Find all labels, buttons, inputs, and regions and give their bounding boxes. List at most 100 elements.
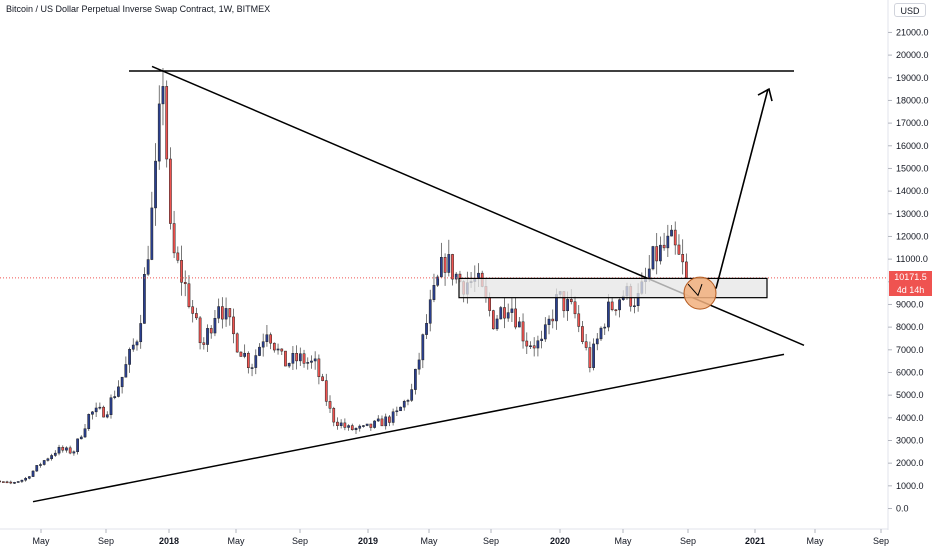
candle-body <box>313 358 317 362</box>
y-tick-label: 12000.0 <box>896 231 929 241</box>
candle-body <box>681 254 685 263</box>
candle-body <box>165 86 169 160</box>
candle-body <box>417 359 421 370</box>
candle-body <box>150 207 154 260</box>
x-tick-label: May <box>227 536 245 546</box>
candle-body <box>87 414 91 429</box>
y-tick-label: 16000.0 <box>896 141 929 151</box>
candle-body <box>551 318 555 322</box>
y-tick-label: 17000.0 <box>896 118 929 128</box>
candle-body <box>406 400 410 402</box>
y-tick-label: 21000.0 <box>896 27 929 37</box>
candle-body <box>547 318 551 325</box>
candle-body <box>16 481 20 483</box>
candle-body <box>610 301 614 311</box>
candle-body <box>79 436 83 440</box>
candle-body <box>228 308 232 318</box>
candle-body <box>258 346 261 356</box>
candle-body <box>224 308 228 320</box>
candle-body <box>102 406 105 418</box>
candle-body <box>57 446 61 454</box>
x-tick-label: Sep <box>680 536 696 546</box>
candle-body <box>543 324 547 340</box>
candle-body <box>595 338 599 345</box>
x-tick-label: 2018 <box>159 536 179 546</box>
candle-body <box>503 307 506 319</box>
candle-body <box>362 425 365 427</box>
candle-body <box>388 416 391 423</box>
candle-body <box>291 353 295 364</box>
candle-body <box>143 274 146 324</box>
candle-body <box>120 376 124 388</box>
candle-body <box>180 260 183 283</box>
candle-body <box>13 482 16 484</box>
candle-body <box>569 299 573 303</box>
candle-body <box>618 299 621 311</box>
candle-body <box>365 423 369 426</box>
y-tick-label: 6000.0 <box>896 367 924 377</box>
projection-arrow-line <box>715 88 769 289</box>
candle-body <box>261 341 265 348</box>
candle-body <box>213 317 217 334</box>
candle-body <box>310 360 313 363</box>
ascending-trendline <box>32 353 785 503</box>
candle-body <box>280 348 284 352</box>
candle-body <box>161 86 165 105</box>
candle-body <box>46 458 50 461</box>
candle-body <box>146 259 150 275</box>
candle-body <box>588 347 592 368</box>
candle-body <box>659 244 662 262</box>
candle-body <box>39 464 42 466</box>
candle-body <box>651 246 655 270</box>
chart-title: Bitcoin / US Dollar Perpetual Inverse Sw… <box>6 4 271 14</box>
candle-body <box>254 355 258 368</box>
candle-body <box>157 103 161 162</box>
candle-body <box>61 446 65 451</box>
x-tick-label: May <box>614 536 632 546</box>
y-tick-label: 11000.0 <box>896 254 928 264</box>
candle-body <box>328 401 332 409</box>
candle-body <box>607 301 610 328</box>
candle-body <box>577 313 581 327</box>
candle-body <box>0 480 1 483</box>
candle-body <box>402 400 406 408</box>
candle-body <box>347 425 350 428</box>
candle-body <box>436 276 440 286</box>
x-tick-label: 2019 <box>358 536 378 546</box>
candle-body <box>373 420 376 428</box>
candle-body <box>536 340 540 349</box>
candle-body <box>532 345 536 349</box>
candle-body <box>265 334 269 342</box>
candle-body <box>176 252 180 261</box>
x-tick-label: May <box>806 536 824 546</box>
candle-body <box>662 244 666 249</box>
candle-body <box>209 328 213 334</box>
candle-body <box>109 397 113 415</box>
currency-button[interactable]: USD <box>894 3 926 17</box>
breakout-circle <box>683 276 717 310</box>
candle-body <box>221 306 224 320</box>
candle-body <box>50 455 53 460</box>
candle-body <box>298 353 302 362</box>
candle-body <box>506 312 510 319</box>
candle-body <box>350 425 354 431</box>
candle-body <box>31 470 35 477</box>
y-tick-label: 3000.0 <box>896 435 924 445</box>
candle-body <box>647 268 651 279</box>
candle-body <box>187 283 191 308</box>
candle-body <box>332 408 336 423</box>
candle-body <box>65 447 68 451</box>
candle-body <box>428 299 432 324</box>
candle-body <box>198 317 202 344</box>
candle-body <box>232 316 235 335</box>
candle-body <box>217 306 221 319</box>
candle-body <box>440 257 443 278</box>
candle-body <box>410 389 414 401</box>
candle-body <box>239 351 243 357</box>
y-tick-label: 2000.0 <box>896 458 924 468</box>
candle-body <box>68 447 72 454</box>
candle-body <box>581 326 584 342</box>
candle-body <box>491 310 495 330</box>
candle-body <box>488 297 492 311</box>
